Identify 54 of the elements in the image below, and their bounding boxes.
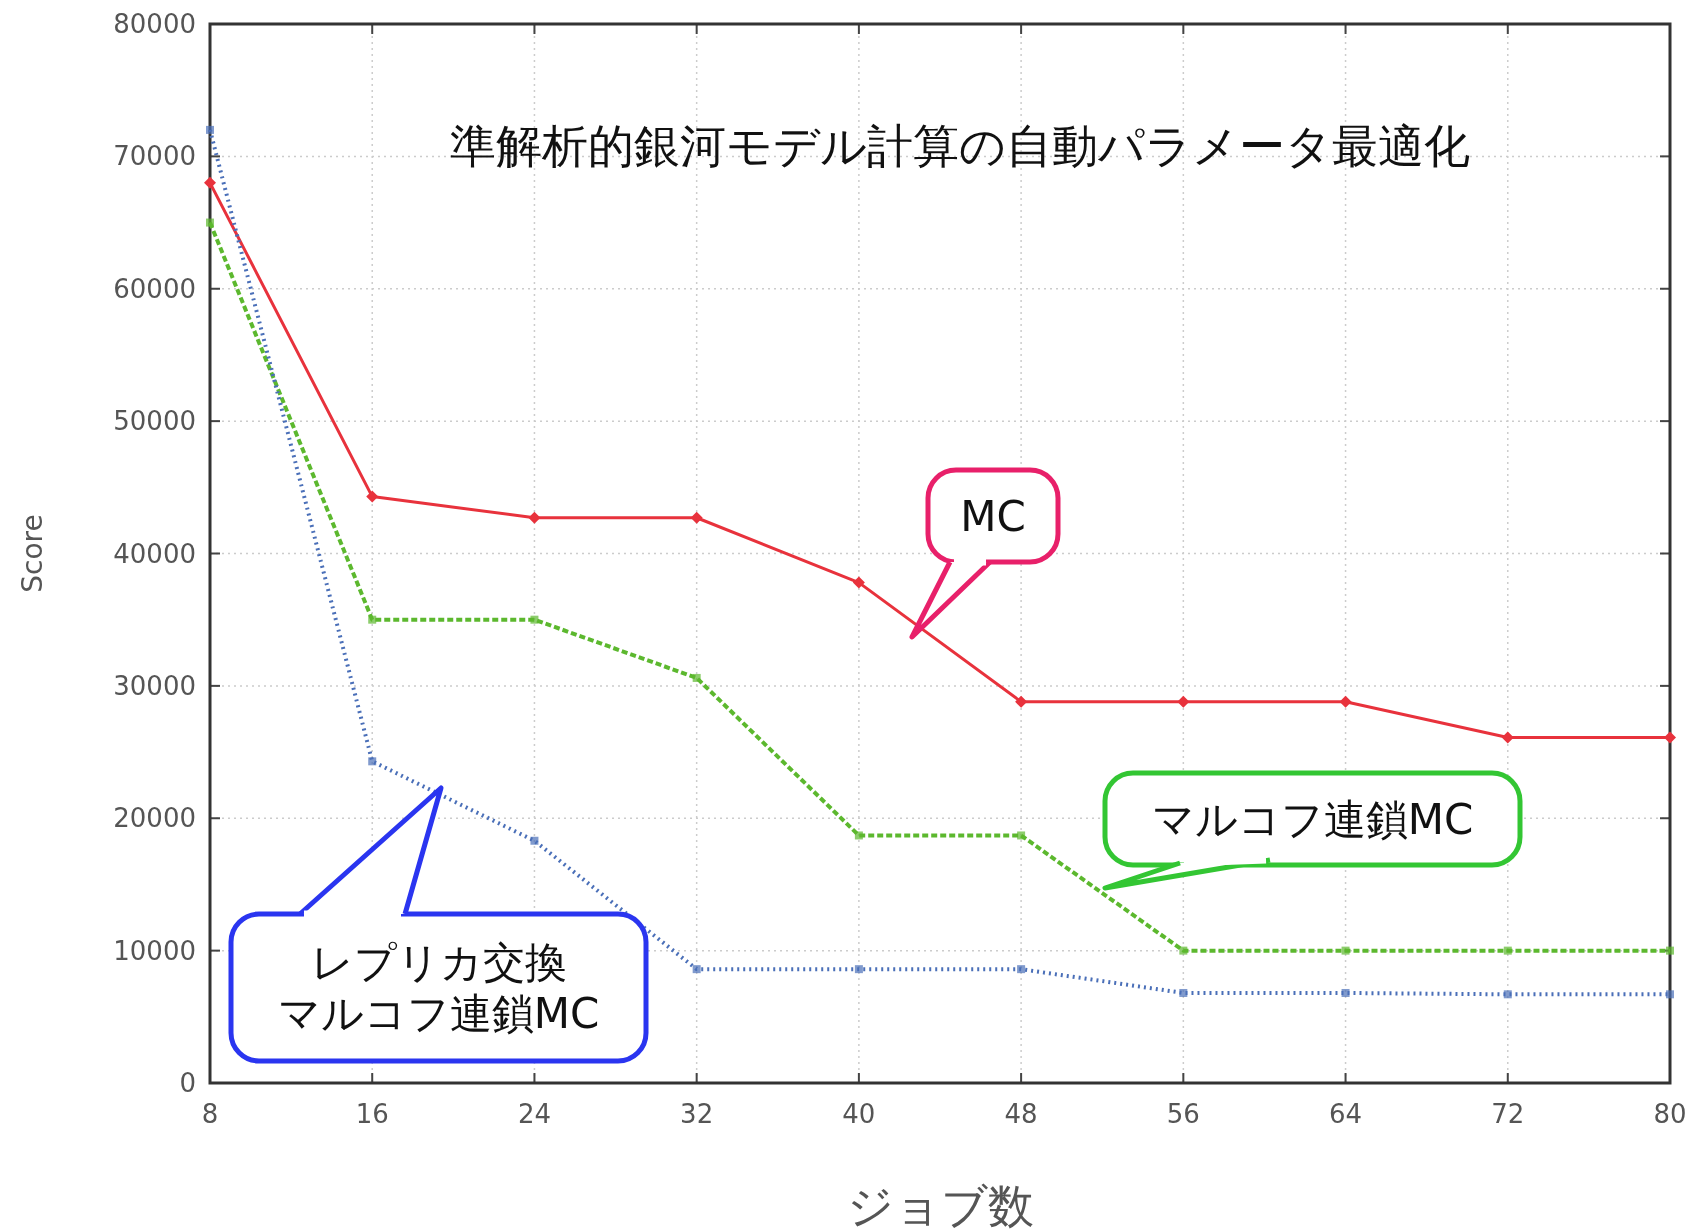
- point: [530, 836, 539, 845]
- x-tick-label: 32: [680, 1099, 714, 1129]
- point: [692, 965, 701, 974]
- series-label: マルコフ連鎖MC: [1151, 795, 1474, 844]
- y-tick-label: 20000: [113, 803, 196, 834]
- point: [1503, 990, 1512, 999]
- point: [1017, 965, 1026, 974]
- point: [692, 673, 701, 682]
- text: MC: [960, 492, 1026, 541]
- point: [1179, 946, 1188, 955]
- point: [1666, 946, 1674, 955]
- point: [1501, 731, 1514, 744]
- y-tick-label: 80000: [113, 9, 196, 39]
- point: [1664, 731, 1676, 744]
- point: [1666, 990, 1674, 999]
- point: [368, 757, 377, 766]
- point: [1503, 946, 1512, 955]
- point: [854, 831, 863, 840]
- y-tick-label: 40000: [113, 538, 196, 569]
- y-tick-label: 60000: [113, 273, 196, 304]
- point: [368, 615, 377, 624]
- point: [530, 615, 539, 624]
- y-tick-label: 30000: [113, 670, 196, 701]
- y-tick-label: 50000: [113, 406, 196, 437]
- point: [1017, 831, 1026, 840]
- point: [204, 176, 216, 189]
- point: [1177, 695, 1190, 708]
- x-tick-label: 56: [1166, 1099, 1200, 1129]
- point: [1341, 946, 1350, 955]
- point: [852, 576, 865, 589]
- point: [206, 218, 214, 227]
- x-tick-label: 80: [1653, 1099, 1687, 1129]
- x-tick-label: 48: [1004, 1099, 1038, 1129]
- x-tick-label: 24: [517, 1099, 551, 1129]
- point: [366, 490, 379, 503]
- x-tick-label: 64: [1329, 1099, 1363, 1129]
- y-axis-title: Score: [16, 514, 49, 593]
- x-axis-title: ジョブ数: [846, 1179, 1034, 1232]
- point: [1341, 988, 1350, 997]
- text: 準解析的銀河モデル計算の自動パラメータ最適化: [450, 119, 1470, 173]
- point: [528, 511, 541, 524]
- x-tick-label: 40: [842, 1099, 876, 1129]
- point: [206, 125, 214, 134]
- x-tick-label: 72: [1491, 1099, 1525, 1129]
- point: [1339, 695, 1352, 708]
- y-tick-label: 70000: [113, 141, 196, 172]
- x-tick-label: 8: [201, 1099, 219, 1129]
- x-tick-label: 16: [355, 1099, 389, 1129]
- point: [1179, 988, 1188, 997]
- point: [854, 965, 863, 974]
- series-label: レプリカ交換マルコフ連鎖MC: [277, 938, 600, 1038]
- y-tick-label: 10000: [113, 935, 196, 966]
- y-tick-label: 0: [179, 1068, 196, 1098]
- point: [690, 511, 703, 524]
